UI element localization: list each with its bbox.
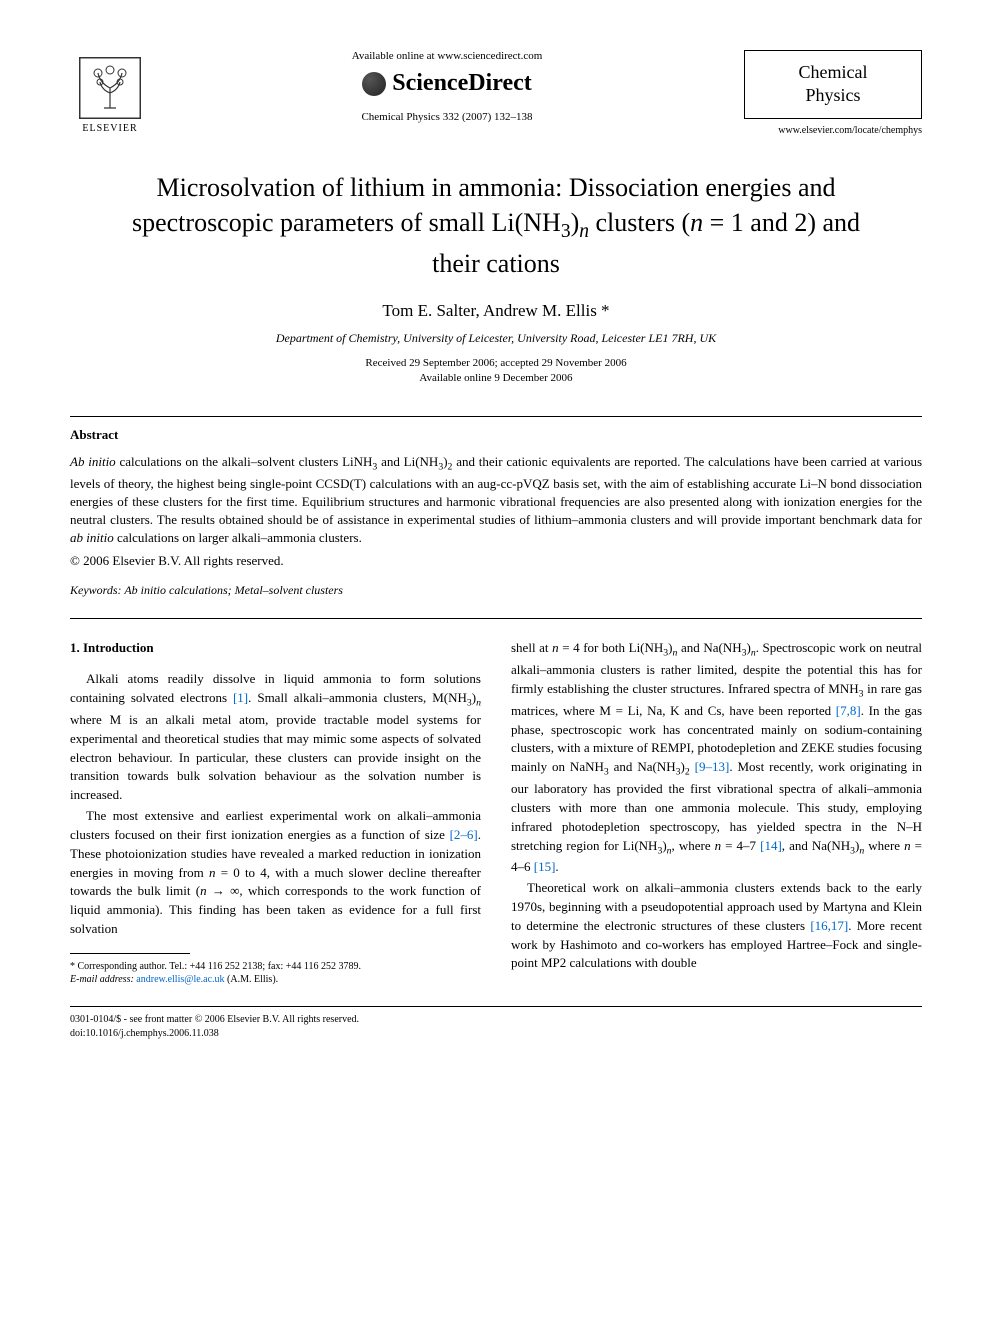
publisher-logo: ELSEVIER [70, 50, 150, 140]
email-label: E-mail address: [70, 974, 134, 985]
corresponding-author: * Corresponding author. Tel.: +44 116 25… [70, 960, 481, 973]
header: ELSEVIER Available online at www.science… [70, 50, 922, 140]
paragraph: shell at n = 4 for both Li(NH3)n and Na(… [511, 639, 922, 877]
affiliation: Department of Chemistry, University of L… [70, 331, 922, 346]
footnote-divider [70, 953, 190, 954]
elsevier-tree-icon [79, 57, 141, 119]
authors: Tom E. Salter, Andrew M. Ellis * [70, 301, 922, 321]
journal-box: Chemical Physics [744, 50, 922, 119]
journal-box-wrapper: Chemical Physics www.elsevier.com/locate… [744, 50, 922, 136]
abstract-copyright: © 2006 Elsevier B.V. All rights reserved… [70, 553, 922, 569]
abstract-text: Ab initio calculations on the alkali–sol… [70, 453, 922, 547]
publisher-name: ELSEVIER [82, 123, 137, 134]
article-title: Microsolvation of lithium in ammonia: Di… [110, 170, 882, 281]
article-page: ELSEVIER Available online at www.science… [0, 0, 992, 1081]
column-left: 1. Introduction Alkali atoms readily dis… [70, 639, 481, 986]
footer-doi: doi:10.1016/j.chemphys.2006.11.038 [70, 1027, 922, 1041]
journal-name-line1: Chemical [763, 61, 903, 84]
keywords: Keywords: Ab initio calculations; Metal–… [70, 583, 922, 598]
paragraph: The most extensive and earliest experime… [70, 807, 481, 939]
body-columns: 1. Introduction Alkali atoms readily dis… [70, 639, 922, 986]
keywords-label: Keywords: [70, 583, 122, 597]
journal-url: www.elsevier.com/locate/chemphys [744, 125, 922, 136]
section-heading: 1. Introduction [70, 639, 481, 658]
email-line: E-mail address: andrew.ellis@le.ac.uk (A… [70, 973, 481, 986]
column-right: shell at n = 4 for both Li(NH3)n and Na(… [511, 639, 922, 986]
footer: 0301-0104/$ - see front matter © 2006 El… [70, 1013, 922, 1041]
online-date: Available online 9 December 2006 [419, 372, 572, 384]
received-date: Received 29 September 2006; accepted 29 … [365, 357, 626, 369]
paragraph: Alkali atoms readily dissolve in liquid … [70, 670, 481, 805]
divider [70, 618, 922, 619]
keywords-text: Ab initio calculations; Metal–solvent cl… [122, 583, 343, 597]
paragraph: Theoretical work on alkali–ammonia clust… [511, 879, 922, 973]
abstract-heading: Abstract [70, 427, 922, 443]
center-header: Available online at www.sciencedirect.co… [150, 50, 744, 123]
footer-divider [70, 1006, 922, 1007]
divider [70, 416, 922, 417]
publication-dates: Received 29 September 2006; accepted 29 … [70, 356, 922, 387]
footnote: * Corresponding author. Tel.: +44 116 25… [70, 960, 481, 986]
sciencedirect-swirl-icon [362, 72, 386, 96]
footer-line1: 0301-0104/$ - see front matter © 2006 El… [70, 1013, 922, 1027]
journal-reference: Chemical Physics 332 (2007) 132–138 [150, 111, 744, 123]
journal-name-line2: Physics [763, 84, 903, 107]
email-name: (A.M. Ellis). [227, 974, 278, 985]
available-online-text: Available online at www.sciencedirect.co… [150, 50, 744, 62]
email-address[interactable]: andrew.ellis@le.ac.uk [136, 974, 224, 985]
platform-name: ScienceDirect [392, 70, 532, 97]
platform-brand: ScienceDirect [150, 70, 744, 103]
